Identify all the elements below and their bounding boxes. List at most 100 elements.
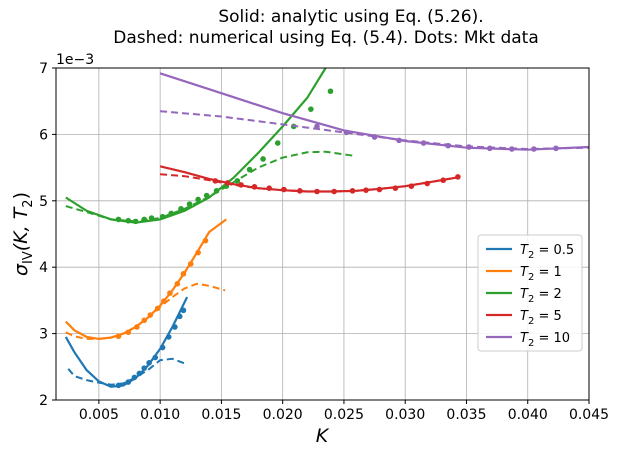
series-0-market-point-6 (152, 354, 159, 361)
y-tick-label-5: 7 (39, 61, 48, 77)
x-tick-label-0: 0.005 (79, 407, 119, 423)
series-1-market-point-11 (195, 249, 201, 256)
y-offset-label: 1e−3 (56, 52, 94, 68)
legend-label-2: T2 = 2 (520, 287, 562, 305)
series-1-market-point-10 (187, 261, 194, 267)
series-4-market-point-5 (445, 142, 451, 149)
series-2-numerical-line (65, 150, 353, 223)
series-4-market-point-0 (314, 123, 320, 130)
series-2-market-point-10 (203, 192, 210, 199)
y-tick-label-2: 4 (39, 260, 48, 276)
series-4-market-point-6 (466, 144, 472, 150)
series-3-market-point-3 (251, 184, 258, 190)
x-tick-label-2: 0.015 (201, 407, 241, 423)
series-2-analytic-line (65, 68, 327, 224)
series-2-market-point-11 (213, 188, 220, 194)
series-0-market-point-5 (146, 360, 152, 366)
series-2-market-point-18 (308, 106, 314, 112)
series-0-market-point-7 (159, 344, 166, 351)
series-3-market-point-6 (297, 188, 303, 194)
x-tick-label-4: 0.025 (324, 407, 364, 423)
chart-title-line-1: Solid: analytic using Eq. (5.26). (218, 7, 483, 27)
legend: T2 = 0.5 T2 = 1 T2 = 2 T2 = 5 T2 = 10 (477, 234, 583, 352)
series-1-market-point-12 (202, 237, 209, 244)
series-3-market-point-4 (266, 185, 273, 191)
axis-ticks: 0.005 0.010 0.015 0.020 0.025 0.030 0.035 0.040… (39, 61, 609, 423)
series-0-market-point-8 (165, 334, 172, 340)
series-3-market-point-14 (424, 180, 431, 187)
series-3-market-point-1 (224, 180, 231, 186)
series-2-market-point-5 (159, 213, 166, 220)
series-0-numerical-line (67, 357, 186, 386)
series-3-market-point-13 (408, 183, 415, 189)
series-1-analytic-line (65, 218, 227, 341)
series-1-market-point-3 (141, 317, 148, 324)
series-3-market-point-7 (314, 188, 320, 195)
series-2-market-point-13 (234, 178, 241, 184)
x-tick-label-5: 0.030 (385, 407, 425, 423)
chart-title-line-2: Dashed: numerical using Eq. (5.4). Dots:… (113, 28, 538, 48)
y-tick-label-3: 5 (39, 194, 48, 210)
series-0-market-point-11 (180, 307, 187, 314)
x-tick-label-8: 0.045 (569, 407, 609, 423)
series-0-market-point-0 (115, 382, 122, 389)
series-4-market-point-7 (486, 145, 493, 152)
series-2-market-point-6 (168, 210, 174, 217)
series-0-market-point-1 (125, 379, 132, 385)
series-0-market-point-3 (136, 370, 143, 377)
series-2-market-point-2 (132, 218, 139, 225)
series-3-market-point-16 (455, 174, 461, 180)
series-1-market-point-0 (115, 333, 122, 340)
legend-label-0: T2 = 0.5 (520, 243, 574, 261)
series-1-market-point-7 (167, 290, 173, 296)
series-3-analytic-line (159, 165, 461, 193)
series-3-market-point-8 (331, 188, 337, 195)
series-1-market-point-8 (174, 281, 181, 287)
series-4-market-point-8 (509, 146, 515, 152)
series-1-market-point-9 (180, 271, 187, 277)
y-tick-label-1: 3 (39, 327, 48, 343)
y-tick-label-4: 6 (39, 127, 48, 143)
series-1-market-point-6 (161, 298, 167, 304)
series-0-market-point-9 (172, 324, 178, 330)
series-1-market-point-5 (154, 305, 161, 312)
series-2-market-point-15 (260, 156, 266, 162)
legend-box (477, 234, 583, 352)
series-3-market-point-12 (392, 185, 399, 191)
series-0-market-point-2 (131, 374, 138, 381)
series-0-analytic-line (64, 296, 189, 388)
y-axis-label: σIV(K, T2) (10, 192, 36, 276)
series-2-market-point-9 (195, 196, 201, 203)
series-2-market-point-19 (327, 88, 334, 95)
legend-label-4: T2 = 10 (520, 331, 570, 349)
series-4-market-point-3 (396, 137, 402, 144)
series-3-market-point-11 (376, 186, 383, 193)
series-3-market-point-10 (363, 187, 369, 193)
series-4-market-point-10 (553, 145, 559, 152)
series-1-market-point-2 (134, 324, 140, 330)
plot-data (64, 68, 589, 389)
series-4-market-point-2 (371, 134, 378, 140)
x-axis-label: K (316, 425, 330, 447)
series-3-market-point-5 (281, 186, 287, 193)
grid (56, 67, 590, 401)
series-2-market-point-16 (274, 140, 281, 146)
series-3-market-point-9 (349, 188, 356, 194)
series-2-market-point-0 (115, 216, 122, 223)
series-1-market-point-4 (147, 312, 154, 318)
x-tick-label-3: 0.020 (263, 407, 303, 423)
series-3-market-point-15 (440, 177, 446, 184)
series-3-market-point-2 (238, 182, 244, 188)
series-2-market-point-3 (141, 216, 148, 223)
series-1-numerical-line (65, 282, 226, 340)
legend-label-3: T2 = 5 (520, 309, 562, 327)
series-3-market-point-0 (212, 178, 219, 184)
series-2-market-point-8 (186, 201, 193, 207)
series-0-market-point-4 (141, 365, 148, 371)
x-tick-label-1: 0.010 (140, 407, 180, 423)
series-4-numerical-line (160, 110, 589, 151)
series-4-market-point-1 (343, 129, 350, 136)
plot-frame (55, 67, 590, 401)
series-2-market-point-7 (178, 205, 184, 212)
